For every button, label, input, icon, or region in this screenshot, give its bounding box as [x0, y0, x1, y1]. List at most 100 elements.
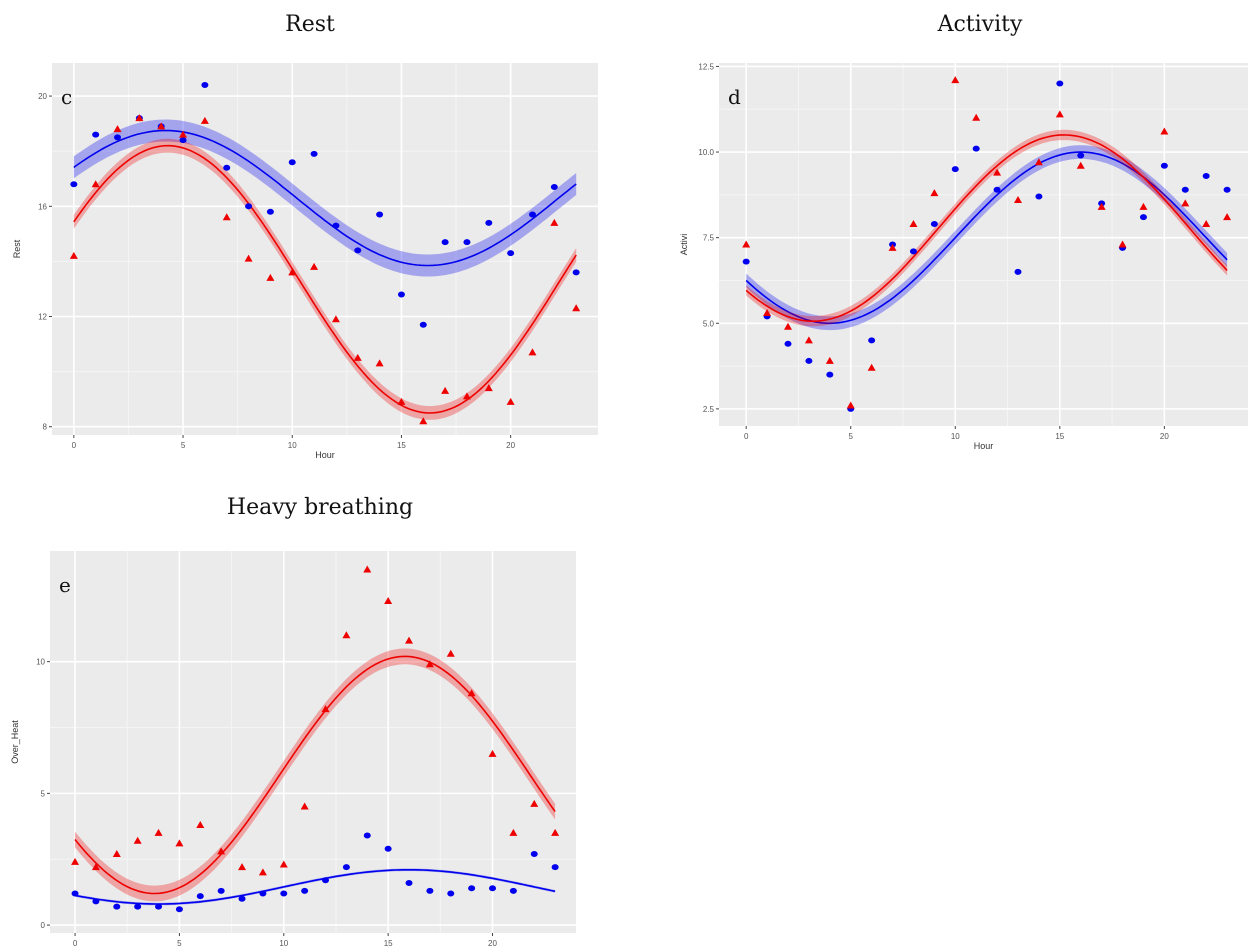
data-point-circle [332, 222, 340, 229]
data-point-circle [223, 164, 231, 171]
data-point-circle [572, 269, 580, 276]
data-point-triangle [462, 392, 471, 400]
y-axis-label: Rest [12, 239, 22, 258]
data-point-triangle [441, 386, 450, 394]
data-point-triangle [993, 168, 1002, 176]
y-tick-label: 16 [38, 202, 47, 211]
y-tick-label: 10.0 [698, 148, 714, 157]
data-point-circle [259, 890, 267, 897]
panel-title-heavy-breathing: Heavy breathing [226, 495, 414, 520]
plot-background [50, 551, 576, 933]
data-point-triangle [1014, 195, 1022, 203]
data-point-triangle [784, 322, 792, 330]
plot-background [719, 63, 1248, 426]
data-point-circle [1160, 162, 1168, 169]
data-point-circle [217, 887, 225, 894]
data-point-triangle [972, 113, 981, 121]
x-tick-label: 0 [73, 939, 78, 947]
data-point-triangle [175, 839, 184, 847]
data-point-triangle [825, 356, 834, 364]
x-tick-label: 15 [397, 441, 406, 450]
y-tick-label: 0 [41, 921, 46, 930]
data-point-triangle [1076, 161, 1085, 169]
data-point-circle [509, 887, 517, 894]
data-point-circle [530, 850, 538, 857]
data-point-triangle [353, 353, 362, 361]
data-point-triangle [397, 397, 406, 405]
data-point-circle [1181, 186, 1189, 193]
data-point-triangle [200, 116, 209, 124]
panel-letter: c [61, 85, 72, 109]
x-axis-label: Hour [974, 441, 994, 451]
y-tick-label: 20 [38, 92, 47, 101]
panel-title-rest: Rest [285, 12, 335, 37]
plot-background [52, 63, 598, 435]
data-point-triangle [763, 308, 772, 316]
y-tick-label: 12.5 [698, 62, 714, 71]
data-point-triangle [266, 273, 275, 281]
data-point-triangle [1118, 240, 1127, 248]
data-point-triangle [550, 218, 559, 226]
data-point-triangle [179, 130, 188, 138]
data-point-triangle [1097, 202, 1106, 210]
data-point-circle [463, 239, 471, 246]
y-tick-label: 10 [36, 658, 45, 667]
data-point-circle [551, 864, 559, 871]
x-tick-label: 0 [72, 441, 77, 450]
data-point-triangle [888, 243, 897, 251]
data-point-circle [238, 895, 246, 902]
data-point-circle [507, 250, 515, 257]
y-tick-label: 7.5 [703, 234, 715, 243]
data-point-triangle [484, 384, 493, 392]
confidence-band-blue [746, 145, 1228, 331]
data-point-triangle [572, 304, 581, 312]
data-point-triangle [1139, 202, 1148, 210]
y-axis-label: Over_Heat [10, 720, 20, 764]
data-point-triangle [467, 689, 476, 697]
data-point-triangle [91, 863, 100, 871]
data-point-circle [993, 186, 1001, 193]
data-point-circle [354, 247, 362, 254]
data-point-triangle [135, 114, 144, 122]
data-point-circle [930, 220, 938, 227]
confidence-band-red [73, 138, 577, 420]
y-tick-label: 8 [43, 423, 48, 432]
fit-curve-blue [73, 129, 577, 267]
data-point-triangle [1202, 219, 1211, 227]
y-tick-label: 5 [41, 789, 46, 798]
data-point-circle [1223, 186, 1231, 193]
data-point-triangle [288, 268, 297, 276]
data-point-triangle [69, 251, 78, 259]
data-point-triangle [217, 847, 226, 855]
data-point-triangle [310, 262, 319, 270]
data-point-triangle [530, 799, 539, 807]
data-point-triangle [238, 863, 247, 871]
data-point-circle [405, 879, 413, 886]
data-point-circle [426, 887, 434, 894]
data-point-circle [384, 845, 392, 852]
data-point-triangle [1181, 199, 1190, 207]
data-point-triangle [528, 348, 537, 356]
y-tick-label: 5.0 [703, 319, 715, 328]
data-point-circle [92, 898, 100, 905]
panel-letter: e [59, 573, 71, 597]
data-point-triangle [951, 76, 960, 84]
fit-curve-red [74, 655, 556, 895]
data-point-circle [441, 239, 449, 246]
x-tick-label: 5 [177, 939, 182, 947]
data-point-triangle [846, 401, 855, 409]
data-point-triangle [279, 860, 288, 868]
data-point-triangle [196, 820, 205, 828]
data-point-circle [201, 82, 209, 89]
data-point-circle [92, 131, 100, 138]
panel-letter: d [728, 85, 741, 109]
data-point-circle [1139, 214, 1147, 221]
data-point-triangle [419, 417, 428, 425]
panel-title-activity: Activity [937, 12, 1023, 37]
x-tick-label: 0 [744, 432, 749, 441]
data-point-triangle [342, 631, 351, 639]
data-point-circle [266, 208, 274, 215]
